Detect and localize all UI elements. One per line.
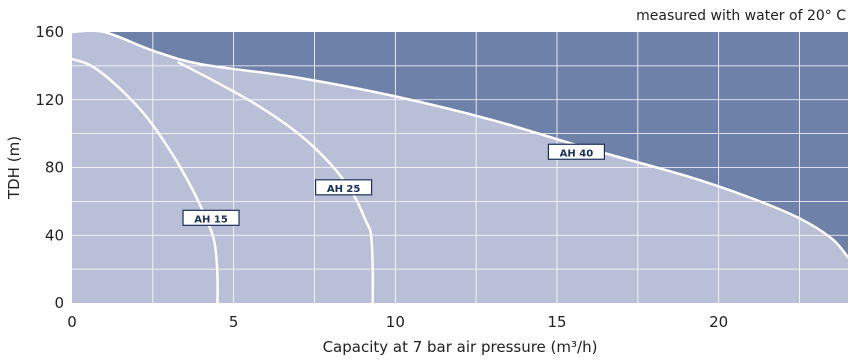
label-text: AH 40 (560, 148, 594, 159)
label-text: AH 15 (194, 214, 228, 225)
x-tick-label: 15 (547, 313, 566, 331)
label-box (315, 179, 373, 196)
label-box (547, 143, 606, 160)
label-text: AH 25 (327, 184, 361, 195)
label-ah-15: AH 15 (182, 209, 240, 226)
y-axis-label: TDH (m) (5, 136, 23, 200)
label-box (182, 209, 240, 226)
grid-lines (72, 32, 848, 303)
y-tick-label: 120 (35, 91, 64, 109)
x-tick-label: 5 (229, 313, 239, 331)
x-tick-label: 0 (67, 313, 77, 331)
measurement-note: measured with water of 20° C (636, 8, 846, 24)
x-tick-label: 20 (709, 313, 728, 331)
label-ah-25: AH 25 (315, 179, 373, 196)
label-ah-40: AH 40 (547, 143, 606, 160)
x-tick-label: 10 (386, 313, 405, 331)
tick-labels: 0 5 10 15 20 0 40 80 120 160 (35, 23, 728, 331)
series-labels: AH 15 AH 25 AH 40 (182, 143, 606, 226)
curve-ah-15 (70, 57, 219, 305)
y-tick-label: 80 (45, 159, 64, 177)
y-tick-label: 0 (54, 294, 64, 312)
y-tick-label: 160 (35, 23, 64, 41)
x-axis-label: Capacity at 7 bar air pressure (m³/h) (323, 338, 598, 356)
curve-ah-40 (70, 29, 850, 259)
y-tick-label: 40 (45, 226, 64, 244)
